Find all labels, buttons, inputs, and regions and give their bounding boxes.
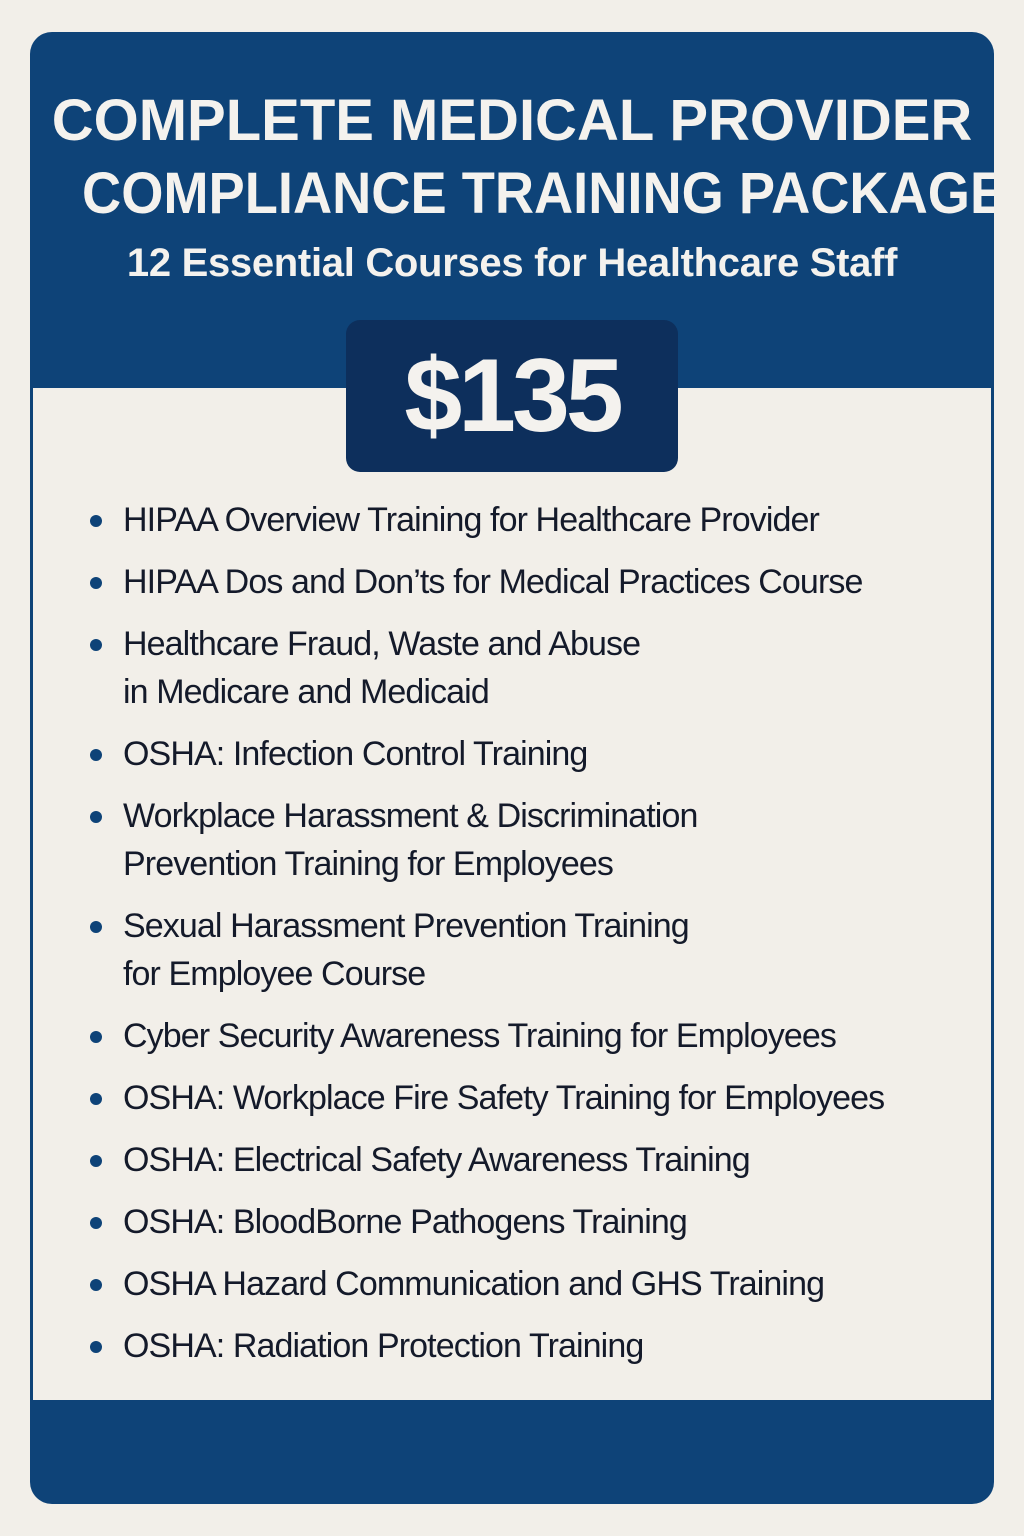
course-item: OSHA: Electrical Safety Awareness Traini… (90, 1136, 970, 1184)
course-item: Sexual Harassment Prevention Training for… (90, 902, 970, 998)
course-item: HIPAA Dos and Don’ts for Medical Practic… (90, 558, 970, 606)
course-title-line1: Workplace Harassment & Discrimination (123, 797, 698, 835)
course-title-line1: Cyber Security Awareness Training for Em… (123, 1017, 837, 1055)
package-card: COMPLETE MEDICAL PROVIDER COMPLIANCE TRA… (30, 32, 994, 1504)
course-item: OSHA: Workplace Fire Safety Training for… (90, 1074, 970, 1122)
course-item: Healthcare Fraud, Waste and Abuse in Medi… (90, 620, 970, 716)
bullet-icon (90, 1155, 102, 1167)
course-title-line1: OSHA: Workplace Fire Safety Training for… (123, 1079, 885, 1117)
course-title-line2: for Employee Course (123, 955, 426, 993)
bullet-icon (90, 749, 102, 761)
course-title-line2: Prevention Training for Employees (123, 845, 614, 883)
course-title-line1: OSHA Hazard Communication and GHS Traini… (123, 1265, 825, 1303)
course-title-line1: Healthcare Fraud, Waste and Abuse (123, 625, 641, 663)
title-line-2: COMPLIANCE TRAINING PACKAGE (82, 161, 994, 226)
bullet-icon (90, 811, 102, 823)
course-item: Workplace Harassment & Discrimination Pre… (90, 792, 970, 888)
course-item: OSHA: Infection Control Training (90, 730, 970, 778)
course-title-line1: HIPAA Dos and Don’ts for Medical Practic… (123, 563, 863, 601)
course-item: HIPAA Overview Training for Healthcare P… (90, 496, 970, 544)
course-item: Cyber Security Awareness Training for Em… (90, 1012, 970, 1060)
bullet-icon (90, 1217, 102, 1229)
course-title-line2: in Medicare and Medicaid (123, 673, 490, 711)
course-title-line1: OSHA: Infection Control Training (123, 735, 588, 773)
course-list-panel (33, 388, 991, 1400)
bullet-icon (90, 639, 102, 651)
bullet-icon (90, 577, 102, 589)
course-title-line1: OSHA: Electrical Safety Awareness Traini… (123, 1141, 751, 1179)
course-title-line1: OSHA: Radiation Protection Training (123, 1327, 644, 1365)
bullet-icon (90, 1279, 102, 1291)
course-item: OSHA: BloodBorne Pathogens Training (90, 1198, 970, 1246)
package-title: COMPLETE MEDICAL PROVIDER COMPLIANCE TRA… (50, 84, 994, 230)
course-title-line1: Sexual Harassment Prevention Training (123, 907, 690, 945)
price-badge: $135 (346, 320, 678, 472)
course-item: OSHA: Radiation Protection Training (90, 1322, 970, 1370)
bullet-icon (90, 515, 102, 527)
bullet-icon (90, 1341, 102, 1353)
course-list: HIPAA Overview Training for Healthcare P… (90, 496, 970, 1384)
bullet-icon (90, 1031, 102, 1043)
bullet-icon (90, 1093, 102, 1105)
title-line-1: COMPLETE MEDICAL PROVIDER (51, 88, 973, 153)
bullet-icon (90, 921, 102, 933)
course-item: OSHA Hazard Communication and GHS Traini… (90, 1260, 970, 1308)
course-title-line1: HIPAA Overview Training for Healthcare P… (123, 501, 820, 539)
package-subtitle: 12 Essential Courses for Healthcare Staf… (126, 241, 898, 285)
package-subtitle-row: 12 Essential Courses for Healthcare Staf… (50, 238, 974, 288)
course-title-line1: OSHA: BloodBorne Pathogens Training (123, 1203, 688, 1241)
